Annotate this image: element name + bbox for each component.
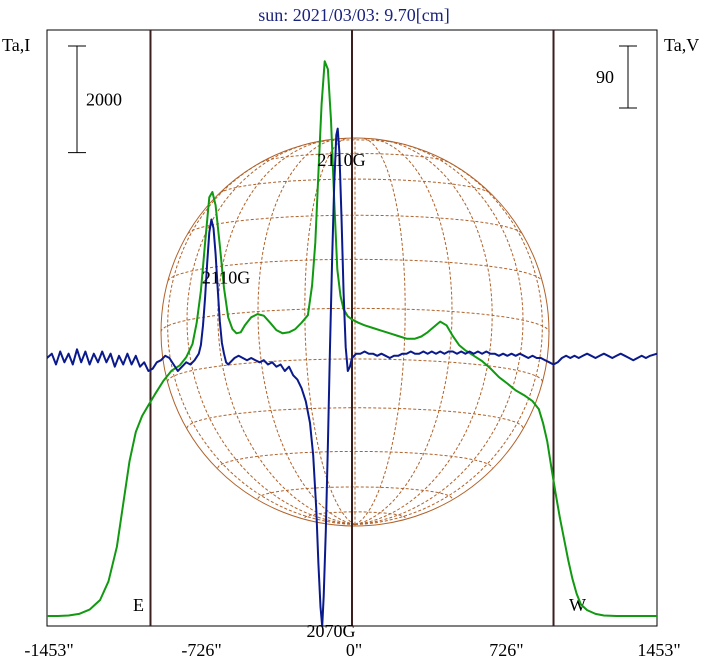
solar-disk-grid: [160, 137, 550, 527]
latitude-line: [217, 450, 493, 469]
x-tick-label: -726": [181, 640, 221, 660]
longitude-line: [354, 137, 406, 526]
longitude-line: [304, 137, 356, 526]
longitude-line: [217, 139, 356, 526]
longitude-line: [354, 139, 493, 526]
x-tick-label: 726": [489, 640, 523, 660]
text-labels: sun: 2021/03/03: 9.70[cm] Ta,I Ta,V: [2, 5, 699, 55]
polarization-series-line: [46, 127, 658, 628]
x-tick-label: 1453": [637, 640, 680, 660]
longitude-line: [354, 138, 453, 526]
longitude-line: [257, 138, 356, 526]
field-strength-annotation: 2070G: [307, 621, 356, 641]
limb-label: W: [569, 595, 586, 615]
field-strength-annotation: 2110G: [317, 150, 365, 170]
intensity-scale-bar-label: 2000: [86, 89, 122, 109]
intensity-series-line: [47, 60, 657, 617]
x-tick-labels: -1453" -726" 0" 726" 1453": [24, 640, 680, 660]
longitude-line: [354, 157, 543, 526]
x-tick-label: -1453": [24, 640, 73, 660]
annotations: 2110G 2110G 2070G: [202, 150, 366, 641]
longitude-line: [354, 142, 524, 526]
series-group: [46, 60, 658, 628]
latitude-line: [219, 178, 491, 194]
field-strength-annotation: 2110G: [202, 267, 250, 287]
scale-bars: 2000 90: [68, 45, 637, 154]
chart-title: sun: 2021/03/03: 9.70[cm]: [258, 5, 450, 25]
limb-label: E: [133, 595, 144, 615]
longitude-line: [186, 142, 356, 526]
right-axis-label: Ta,V: [664, 35, 699, 55]
x-tick-label: 0": [346, 640, 362, 660]
polarization-scale-bar-label: 90: [596, 67, 614, 87]
left-axis-label: Ta,I: [2, 35, 30, 55]
